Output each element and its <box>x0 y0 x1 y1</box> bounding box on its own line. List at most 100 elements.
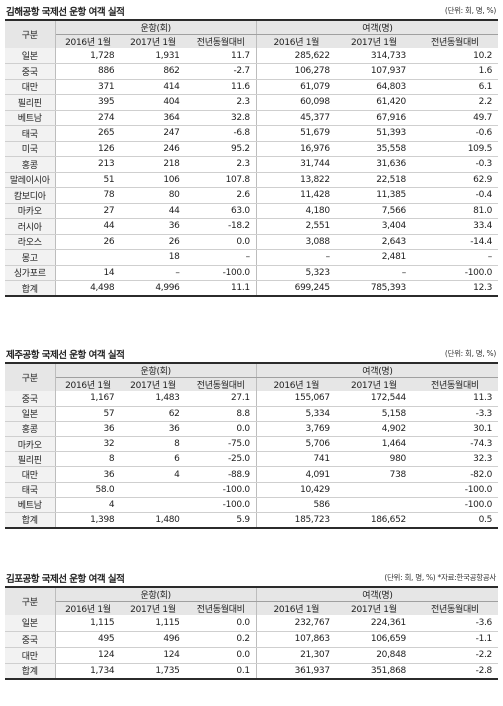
stats-table: 구분 운항(회) 여객(명) 2016년 1월 2017년 1월 전년동월대비 2016년 … <box>5 586 498 680</box>
cell-passengers-yoy: -0.4 <box>411 187 498 204</box>
cell-flights-yoy: -18.2 <box>185 218 257 235</box>
cell-flights-2016: 395 <box>55 94 121 111</box>
table-row: 일본 1,115 1,115 0.0 232,767 224,361 -3.6 <box>5 615 498 632</box>
col-header-2016-flights: 2016년 1월 <box>55 34 121 48</box>
cell-passengers-2016: 31,744 <box>256 156 336 173</box>
cell-flights-yoy: -100.0 <box>185 265 257 281</box>
cell-flights-2016: 78 <box>55 187 121 204</box>
cell-passengers-yoy: -100.0 <box>411 497 498 514</box>
cell-passengers-2017: 1,464 <box>335 436 412 453</box>
cell-flights-2017: 4 <box>120 466 186 483</box>
col-header-2017-flights: 2017년 1월 <box>120 377 186 391</box>
cell-passengers-2017: – <box>335 265 412 281</box>
cell-flights-yoy: 32.8 <box>185 110 257 126</box>
cell-passengers-2017: 51,393 <box>335 125 412 142</box>
cell-country: 합계 <box>5 511 56 529</box>
cell-country: 베트남 <box>5 497 56 514</box>
cell-country: 베트남 <box>5 110 56 126</box>
cell-flights-2016: 27 <box>55 203 121 219</box>
cell-flights-2017: 404 <box>120 94 186 111</box>
cell-passengers-yoy: -82.0 <box>411 466 498 483</box>
col-group-passengers: 여객(명) <box>256 20 498 35</box>
table-row: 베트남 4 -100.0 586 -100.0 <box>5 497 498 514</box>
cell-passengers-yoy: -1.1 <box>411 631 498 648</box>
cell-passengers-2017: 61,420 <box>335 94 412 111</box>
cell-passengers-yoy: -0.3 <box>411 156 498 173</box>
cell-flights-2016: 1,115 <box>55 615 121 632</box>
cell-passengers-2016: 285,622 <box>256 48 336 64</box>
table-row: 싱가포르 14– -100.0 5,323– -100.0 <box>5 265 498 281</box>
cell-flights-yoy: 2.3 <box>185 94 257 111</box>
cell-passengers-yoy: 33.4 <box>411 218 498 235</box>
cell-flights-2017: 44 <box>120 203 186 219</box>
cell-flights-2017: 414 <box>120 79 186 95</box>
table-row: 태국 265 247 -6.8 51,679 51,393 -0.6 <box>5 125 498 142</box>
table-row: 필리핀 8 6 -25.0 741 980 32.3 <box>5 451 498 468</box>
cell-flights-2017: 8 <box>120 436 186 453</box>
cell-passengers-2017 <box>335 482 412 498</box>
table-row: 러시아 44 36 -18.2 2,551 3,404 33.4 <box>5 218 498 235</box>
col-group-flights: 운항(회) <box>55 587 257 602</box>
cell-passengers-2017: 64,803 <box>335 79 412 95</box>
cell-flights-2017: 36 <box>120 218 186 235</box>
cell-flights-2017: 26 <box>120 234 186 250</box>
cell-passengers-yoy: -100.0 <box>411 265 498 281</box>
cell-flights-2016: 14 <box>55 265 121 281</box>
cell-flights-2016: 1,728 <box>55 48 121 64</box>
cell-flights-2016: 8 <box>55 451 121 468</box>
cell-passengers-2017: 224,361 <box>335 615 412 632</box>
cell-passengers-yoy: -74.3 <box>411 436 498 453</box>
cell-country: 몽고 <box>5 249 56 266</box>
cell-passengers-yoy: 62.9 <box>411 172 498 188</box>
col-header-2017-passengers: 2017년 1월 <box>335 34 412 48</box>
table-row: 베트남 274 364 32.8 45,377 67,916 49.7 <box>5 110 498 126</box>
section-header: 김해공항 국제선 운항 여객 실적 (단위: 회, 명, %) <box>5 2 498 19</box>
cell-passengers-2017: 5,158 <box>335 406 412 422</box>
col-header-2017-passengers: 2017년 1월 <box>335 377 412 391</box>
cell-flights-2017: 862 <box>120 63 186 80</box>
cell-flights-2016: 371 <box>55 79 121 95</box>
col-header-yoy-flights: 전년동월대비 <box>185 34 257 48</box>
cell-flights-2016: 57 <box>55 406 121 422</box>
cell-passengers-2016: 155,067 <box>256 391 336 407</box>
cell-country: 합계 <box>5 280 56 297</box>
cell-passengers-2017: 11,385 <box>335 187 412 204</box>
cell-passengers-yoy: 49.7 <box>411 110 498 126</box>
cell-flights-2016: 4 <box>55 497 121 514</box>
section-1: 김해공항 국제선 운항 여객 실적 (단위: 회, 명, %) 구분 운항(회) 여객(… <box>5 2 498 297</box>
cell-flights-2016: 124 <box>55 647 121 664</box>
col-header-yoy-passengers: 전년동월대비 <box>411 34 498 48</box>
cell-passengers-2016: 4,180 <box>256 203 336 219</box>
col-header-2016-flights: 2016년 1월 <box>55 601 121 615</box>
table-row: 대만 371 414 11.6 61,079 64,803 6.1 <box>5 79 498 95</box>
cell-flights-yoy: 95.2 <box>185 141 257 157</box>
cell-flights-yoy: -6.8 <box>185 125 257 142</box>
cell-country: 중국 <box>5 391 56 407</box>
cell-passengers-2017: 106,659 <box>335 631 412 648</box>
cell-passengers-2016: 4,091 <box>256 466 336 483</box>
table-row: 중국 886 862 -2.7 106,278 107,937 1.6 <box>5 63 498 80</box>
cell-flights-2017: 80 <box>120 187 186 204</box>
cell-flights-2016: 886 <box>55 63 121 80</box>
cell-country: 러시아 <box>5 218 56 235</box>
cell-passengers-2017 <box>335 497 412 514</box>
cell-flights-2016 <box>55 249 121 266</box>
cell-flights-yoy: 27.1 <box>185 391 257 407</box>
col-header-2016-passengers: 2016년 1월 <box>256 601 336 615</box>
cell-passengers-yoy: -0.6 <box>411 125 498 142</box>
section-2: 제주공항 국제선 운항 여객 실적 (단위: 회, 명, %) 구분 운항(회) 여객(… <box>5 345 498 529</box>
cell-flights-2016: 26 <box>55 234 121 250</box>
section-title: 김포공항 국제선 운항 여객 실적 <box>6 574 125 585</box>
cell-flights-yoy: 5.9 <box>185 511 257 529</box>
cell-flights-2016: 265 <box>55 125 121 142</box>
cell-passengers-2016: 51,679 <box>256 125 336 142</box>
cell-flights-2016: 44 <box>55 218 121 235</box>
cell-passengers-yoy: 30.1 <box>411 421 498 438</box>
cell-flights-2017: 124 <box>120 647 186 664</box>
cell-flights-2017: 1,115 <box>120 615 186 632</box>
cell-flights-yoy: 0.2 <box>185 631 257 648</box>
cell-country: 마카오 <box>5 203 56 219</box>
cell-flights-2016: 495 <box>55 631 121 648</box>
cell-flights-yoy: -100.0 <box>185 497 257 514</box>
section-title: 제주공항 국제선 운항 여객 실적 <box>6 350 125 361</box>
